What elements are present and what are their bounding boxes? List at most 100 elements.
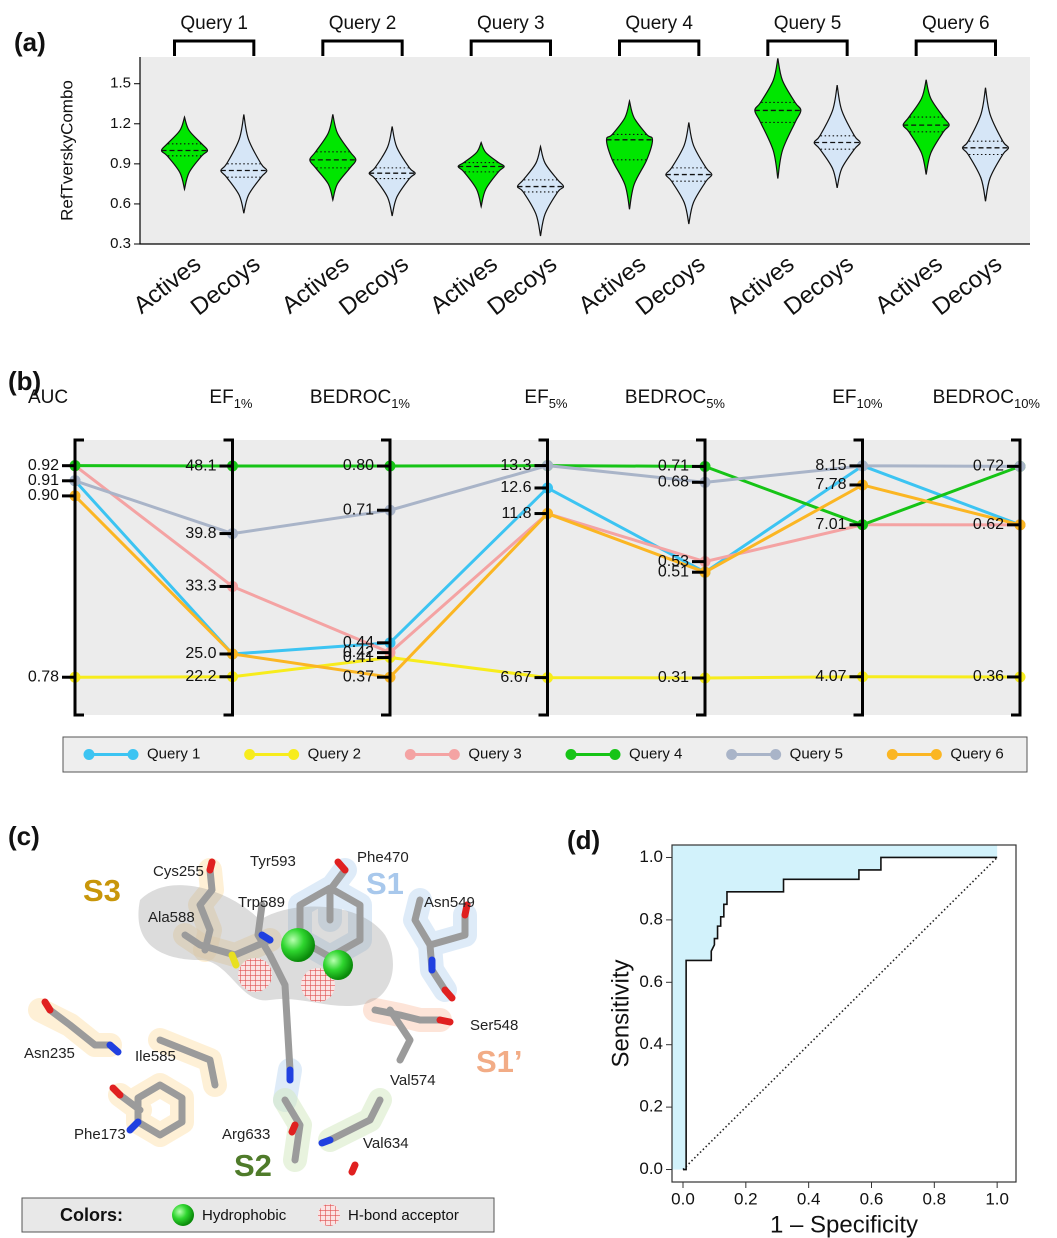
axis-title-name: BEDROC [625, 387, 706, 408]
legend-point [566, 749, 577, 760]
y-axis-label: Sensitivity [607, 959, 634, 1067]
axis-title-name: BEDROC [933, 387, 1014, 408]
group-bracket [620, 41, 699, 56]
group-label: Query 5 [774, 13, 842, 34]
pocket-label: S2 [234, 1148, 272, 1183]
residue-label: Asn235 [24, 1045, 75, 1062]
axis-tick-label: 33.3 [185, 578, 216, 595]
y-tick-label: 0.6 [110, 195, 131, 212]
axis-tick-label: 7.01 [815, 516, 846, 533]
panel-label: (a) [14, 27, 46, 57]
axis-title-sub: 10% [856, 396, 882, 411]
axis-tick-label: 0.80 [343, 457, 374, 474]
group-bracket [323, 41, 402, 56]
axis-title-sub: 1% [391, 396, 410, 411]
group-bracket [768, 41, 847, 56]
legend-symbol [172, 1204, 194, 1226]
axis-tick-label: 11.8 [502, 505, 532, 522]
axis-tick-label: 0.51 [658, 563, 689, 580]
y-tick-label: 0.3 [110, 235, 131, 252]
axis-title-name: EF [832, 387, 856, 408]
residue-label: Phe173 [74, 1126, 126, 1143]
axis-tick-label: 0.90 [28, 487, 59, 504]
axis-tick-label: 22.2 [185, 668, 216, 685]
legend-label: Query 5 [790, 745, 843, 762]
residue-label: Asn549 [424, 894, 475, 911]
y-axis-label: RefTverskyCombo [57, 80, 76, 221]
axis-tick-label: 8.15 [815, 457, 846, 474]
plot-background [140, 57, 1030, 244]
axis-title: EF5% [524, 387, 568, 411]
residue-label: Ile585 [135, 1048, 176, 1065]
legend-symbol [318, 1204, 340, 1226]
axis-tick-label: 0.41 [343, 649, 374, 666]
axis-title-name: BEDROC [310, 387, 391, 408]
legend-title: Colors: [60, 1205, 123, 1225]
axis-tick-label: 0.71 [343, 501, 374, 518]
axis-title-name: EF [209, 387, 233, 408]
group-label: Query 3 [477, 13, 545, 34]
residue-label: Phe470 [357, 849, 409, 866]
group-bracket [916, 41, 995, 56]
x-tick-label: 0.6 [860, 1189, 884, 1208]
y-tick-label: 0.8 [639, 909, 663, 928]
legend-point [887, 749, 898, 760]
figure: (a) (b) (c) (d) [0, 0, 1057, 1238]
legend-label: H-bond acceptor [348, 1207, 459, 1224]
axis-title-name: EF [524, 387, 548, 408]
axis-title-sub: 5% [549, 396, 568, 411]
residue-label: Ala588 [148, 909, 195, 926]
x-tick-label: 0.8 [922, 1189, 946, 1208]
residue-label: Trp589 [238, 894, 285, 911]
binding-site-sketch: Tyr593 Phe470 Cys255 Trp589 Asn549 Ala58… [22, 849, 523, 1232]
axis-tick-label: 0.36 [973, 668, 1004, 685]
legend-label: Query 4 [629, 745, 682, 762]
axis-title: EF10% [832, 387, 883, 411]
x-tick-label: 1.0 [985, 1189, 1009, 1208]
axis-title-sub: 1% [234, 396, 253, 411]
shaded-area [672, 845, 997, 1170]
axis-title-sub: 5% [706, 396, 725, 411]
residue-label: Arg633 [222, 1126, 270, 1143]
legend-point [770, 749, 781, 760]
axis-tick-label: 0.68 [658, 474, 689, 491]
axis-tick-label: 0.78 [28, 668, 59, 685]
legend-label: Query 6 [950, 745, 1003, 762]
axis-tick-label: 6.67 [500, 669, 531, 686]
y-tick-label: 0.0 [639, 1159, 663, 1178]
x-tick-label: 0.0 [671, 1189, 695, 1208]
axis-tick-label: 0.71 [658, 458, 689, 475]
legend-label: Hydrophobic [202, 1207, 287, 1224]
axis-tick-label: 0.31 [658, 669, 689, 686]
axis-tick-label: 39.8 [185, 525, 216, 542]
axis-tick-label: 7.78 [815, 476, 846, 493]
x-axis-label: 1 – Specificity [770, 1211, 918, 1238]
y-tick-label: 1.0 [639, 847, 663, 866]
axis-tick-label: 48.1 [185, 457, 216, 474]
legend-point [128, 749, 139, 760]
axis-title: BEDROC5% [625, 387, 726, 411]
pocket-label: S1’ [476, 1044, 523, 1079]
residue-label: Cys255 [153, 863, 204, 880]
axis-tick-label: 0.62 [973, 516, 1004, 533]
y-tick-label: 0.4 [639, 1034, 663, 1053]
x-tick-label: 0.2 [734, 1189, 758, 1208]
legend-point [931, 749, 942, 760]
axis-tick-label: 4.07 [815, 668, 846, 685]
panel-label: (d) [567, 825, 600, 855]
axis-title: EF1% [209, 387, 253, 411]
group-bracket [471, 41, 550, 56]
residue-label: Val574 [390, 1072, 436, 1089]
legend-point [405, 749, 416, 760]
legend-box [63, 737, 1027, 772]
residue-label: Tyr593 [250, 853, 296, 870]
axis-title-sub: 10% [1014, 396, 1040, 411]
legend-label: Query 2 [308, 745, 361, 762]
axis-title: BEDROC10% [933, 387, 1041, 411]
legend-point [288, 749, 299, 760]
legend-point [84, 749, 95, 760]
axis-title-name: AUC [28, 387, 68, 408]
legend-point [244, 749, 255, 760]
axis-tick-label: 12.6 [500, 479, 531, 496]
axis-tick-label: 13.3 [500, 457, 531, 474]
